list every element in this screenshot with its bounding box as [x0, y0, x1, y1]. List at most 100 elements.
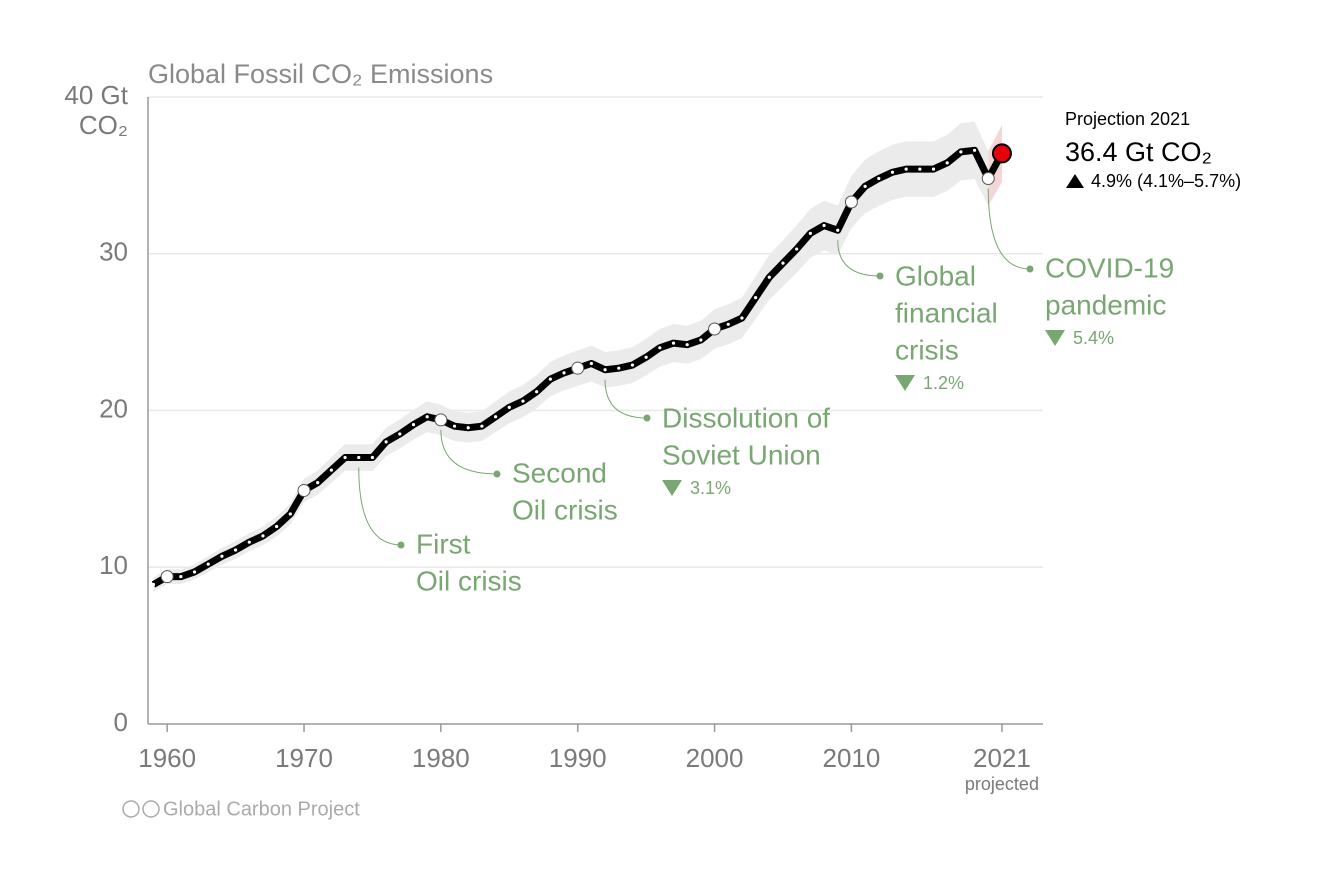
- projection-title: Projection 2021: [1065, 109, 1190, 129]
- year-point: [931, 167, 936, 171]
- decade-point: [708, 322, 722, 336]
- y-tick-label: 10: [99, 550, 128, 580]
- decade-point: [297, 483, 311, 497]
- down-triangle: [1045, 330, 1065, 346]
- decade-point: [434, 413, 448, 427]
- leader-line: [987, 188, 1031, 270]
- year-point: [206, 562, 210, 566]
- year-point: [808, 231, 812, 235]
- year-point: [781, 261, 785, 265]
- leader-dot: [643, 414, 651, 422]
- year-point: [699, 338, 703, 342]
- year-point: [343, 455, 347, 460]
- annotation-change: 1.2%: [923, 373, 964, 393]
- annotation-text: Soviet Union: [662, 439, 821, 470]
- year-point: [630, 363, 635, 367]
- annotation-text: First: [416, 528, 471, 559]
- projection-change: 4.9% (4.1%–5.7%): [1091, 171, 1241, 191]
- year-point: [726, 322, 730, 326]
- year-point: [603, 368, 607, 372]
- projection-label: 36.4 Gt CO₂: [1065, 137, 1212, 167]
- y-tick-label: 40 Gt: [64, 80, 128, 110]
- year-point: [836, 228, 840, 232]
- x-tick-label: 2000: [686, 743, 744, 773]
- year-point: [507, 405, 511, 409]
- year-point: [754, 296, 758, 300]
- year-point: [151, 582, 156, 587]
- year-point: [685, 343, 689, 347]
- down-triangle: [895, 375, 915, 391]
- x-tick-note: projected: [965, 774, 1039, 794]
- x-tick-label: 1960: [138, 743, 196, 773]
- leader-dot: [1026, 265, 1034, 273]
- annotation-text: financial: [895, 297, 998, 328]
- y-tick-label: 20: [99, 393, 128, 423]
- year-point: [767, 275, 771, 279]
- year-point: [863, 184, 867, 188]
- decade-point: [571, 361, 585, 375]
- y-tick-label: 30: [99, 237, 128, 267]
- annotation-text: COVID-19: [1045, 252, 1174, 283]
- down-triangle: [662, 480, 682, 496]
- year-point: [275, 524, 279, 529]
- decade-point: [160, 570, 174, 584]
- x-tick-label: 1970: [275, 743, 333, 773]
- year-point: [192, 570, 197, 574]
- year-point: [959, 150, 963, 154]
- year-point: [904, 167, 908, 171]
- year-point: [562, 371, 566, 375]
- year-point: [247, 540, 251, 544]
- year-point: [918, 167, 922, 171]
- year-point: [398, 432, 402, 436]
- year-point: [877, 176, 881, 181]
- year-point: [411, 423, 416, 427]
- y-tick-label: 0: [114, 707, 128, 737]
- year-point: [425, 415, 429, 419]
- year-point: [890, 170, 895, 174]
- year-point: [795, 247, 799, 251]
- chart-title: Global Fossil CO₂ Emissions: [148, 59, 493, 89]
- decade-point: [844, 195, 858, 209]
- projection-point: [991, 143, 1012, 164]
- year-point: [548, 377, 552, 381]
- leader-dot: [876, 272, 884, 280]
- year-point: [316, 481, 320, 485]
- year-point: [972, 148, 977, 152]
- annotation-text: Second: [512, 457, 607, 488]
- year-point: [384, 440, 388, 444]
- up-triangle: [1066, 174, 1084, 188]
- annotation-change: 3.1%: [690, 478, 731, 498]
- annotation-text: Global: [895, 260, 976, 291]
- x-tick-label: 2021: [973, 743, 1031, 773]
- year-point: [535, 390, 539, 394]
- x-tick-label: 2010: [822, 743, 880, 773]
- year-point: [357, 455, 361, 460]
- year-point: [452, 424, 457, 428]
- year-point: [179, 575, 183, 579]
- year-point: [466, 426, 470, 430]
- annotation-text: Oil crisis: [416, 565, 522, 596]
- year-point: [233, 548, 238, 552]
- leader-dot: [397, 541, 405, 549]
- year-point: [261, 534, 265, 538]
- year-point: [658, 346, 662, 350]
- y-unit: CO₂: [79, 110, 128, 140]
- annotation-text: pandemic: [1045, 289, 1166, 320]
- year-point: [822, 223, 826, 228]
- year-point: [521, 399, 525, 403]
- leader-line: [837, 240, 881, 277]
- plot: [148, 96, 1043, 568]
- year-point: [644, 355, 648, 359]
- year-point: [617, 366, 621, 370]
- annotation-text: Dissolution of: [662, 402, 830, 433]
- leader-line: [604, 379, 648, 419]
- x-tick-label: 1980: [412, 743, 470, 773]
- cc-icons: [122, 800, 160, 818]
- year-point: [740, 316, 744, 320]
- leader-dot: [493, 470, 501, 478]
- year-point: [589, 361, 593, 366]
- year-point: [945, 161, 949, 165]
- source: Global Carbon Project: [163, 798, 360, 820]
- annotation-text: crisis: [895, 334, 959, 365]
- year-point: [370, 455, 375, 460]
